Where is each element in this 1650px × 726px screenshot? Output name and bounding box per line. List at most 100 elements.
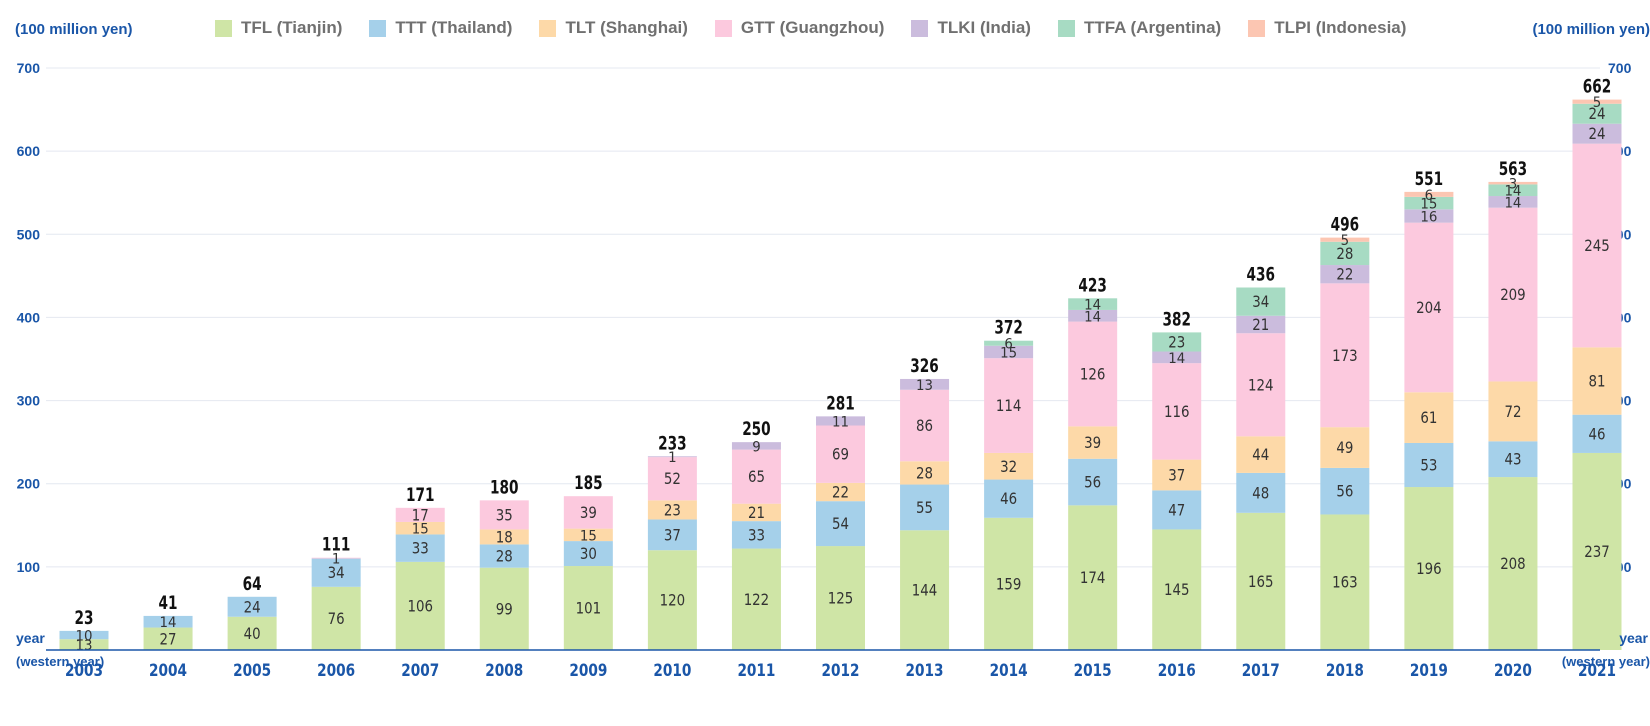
bar-segment: [1320, 514, 1370, 650]
bar-segment: [1152, 459, 1202, 491]
segment-label: 145: [1164, 580, 1190, 599]
total-label: 41: [159, 592, 178, 614]
bar-segment: [143, 615, 193, 628]
bar-segment: [1488, 441, 1538, 478]
legend-label: TTT (Thailand): [395, 18, 513, 37]
segment-label: 35: [496, 505, 513, 524]
segment-label: 61: [1420, 408, 1437, 427]
segment-label: 23: [664, 500, 681, 519]
segment-label: 144: [912, 581, 938, 600]
bar-segment: [59, 639, 109, 650]
y-tick-label-left: 700: [17, 60, 41, 76]
segment-label: 56: [1336, 482, 1353, 501]
segment-label: 18: [496, 527, 513, 546]
bar-segment: [227, 616, 277, 650]
bar-segment: [1068, 321, 1118, 427]
bar-segment: [59, 630, 109, 640]
segment-label: 165: [1248, 572, 1274, 591]
x-axis-title-right-sub: (western year): [1561, 654, 1650, 669]
segment-label: 48: [1252, 483, 1269, 502]
bar-segment: [395, 561, 445, 650]
segment-label: 24: [1589, 104, 1606, 123]
y-axis-unit-right: (100 million yen): [1532, 21, 1650, 38]
bar-segment: [1488, 196, 1538, 208]
bar-segment: [395, 507, 445, 522]
segment-label: 114: [996, 396, 1022, 415]
x-axis-title-left: year (western year): [16, 626, 104, 674]
bar-segment: [1404, 196, 1454, 210]
x-tick-label: 2006: [317, 661, 355, 681]
segment-label: 56: [1084, 473, 1101, 492]
bar-segment: [731, 503, 781, 522]
segment-label: 14: [1168, 351, 1185, 367]
bar-segment: [900, 461, 950, 485]
segment-label: 14: [1504, 195, 1521, 211]
segment-label: 159: [996, 574, 1022, 593]
total-label: 382: [1162, 308, 1191, 330]
total-label: 662: [1583, 76, 1612, 98]
segment-label: 101: [576, 599, 602, 618]
bar-segment: [1572, 414, 1622, 453]
segment-label: 3: [1509, 177, 1518, 193]
segment-label: 125: [828, 589, 854, 608]
segment-label: 69: [832, 445, 849, 464]
segment-label: 24: [244, 597, 261, 616]
bar-segment: [984, 345, 1034, 359]
bar-segment: [563, 528, 613, 542]
segment-label: 28: [496, 547, 513, 566]
segment-label: 23: [1168, 332, 1185, 351]
segment-label: 17: [412, 505, 429, 524]
bar-segment: [1320, 265, 1370, 284]
bar-segment: [1152, 490, 1202, 530]
segment-label: 15: [412, 522, 429, 538]
segment-label: 32: [1000, 457, 1017, 476]
bar-segment: [1572, 347, 1622, 415]
legend-item: TLT (Shanghai): [539, 18, 688, 38]
bar-segment: [1572, 452, 1622, 650]
y-tick-label-left: 400: [17, 309, 41, 325]
segment-label: 44: [1252, 445, 1269, 464]
bar-segment: [1152, 529, 1202, 650]
bar-segment: [731, 548, 781, 650]
segment-label: 208: [1500, 554, 1526, 573]
x-tick-label: 2017: [1242, 661, 1280, 681]
y-tick-label-left: 100: [17, 559, 41, 575]
bar-segment: [984, 452, 1034, 480]
total-label: 250: [742, 418, 771, 440]
legend-swatch: [215, 19, 232, 37]
bar-segment: [1068, 458, 1118, 506]
total-label: 281: [826, 392, 855, 414]
legend-label: TFL (Tianjin): [241, 18, 343, 37]
segment-label: 46: [1589, 424, 1606, 443]
legend-item: TTT (Thailand): [369, 18, 512, 38]
segment-label: 27: [160, 629, 177, 648]
segment-label: 106: [407, 596, 433, 615]
x-tick-label: 2009: [569, 661, 607, 681]
legend-swatch: [1248, 19, 1266, 37]
segment-label: 53: [1420, 456, 1437, 475]
x-tick-label: 2014: [990, 661, 1028, 681]
bar-segment: [1320, 237, 1370, 242]
segment-label: 15: [1420, 197, 1437, 213]
bar-segment: [816, 425, 865, 483]
segment-label: 65: [748, 467, 765, 486]
total-label: 23: [75, 607, 94, 629]
chart-legend: TFL (Tianjin) TTT (Thailand) TLT (Shanghai…: [215, 18, 1433, 38]
segment-label: 120: [660, 591, 686, 610]
total-label: 185: [574, 472, 603, 494]
segment-label: 14: [160, 615, 177, 631]
bar-segment: [1572, 99, 1622, 104]
x-tick-label: 2004: [149, 661, 187, 681]
legend-item: GTT (Guangzhou): [714, 18, 884, 38]
bar-segment: [900, 389, 950, 462]
bar-segment: [143, 627, 193, 650]
total-label: 496: [1331, 214, 1360, 236]
segment-label: 13: [916, 378, 933, 394]
total-label: 180: [490, 476, 519, 498]
bar-segment: [731, 521, 781, 549]
x-tick-label: 2020: [1494, 661, 1532, 681]
bar-segment: [395, 521, 445, 535]
x-tick-label: 2005: [233, 661, 271, 681]
bar-segment: [479, 567, 529, 650]
segment-label: 14: [1504, 184, 1521, 200]
